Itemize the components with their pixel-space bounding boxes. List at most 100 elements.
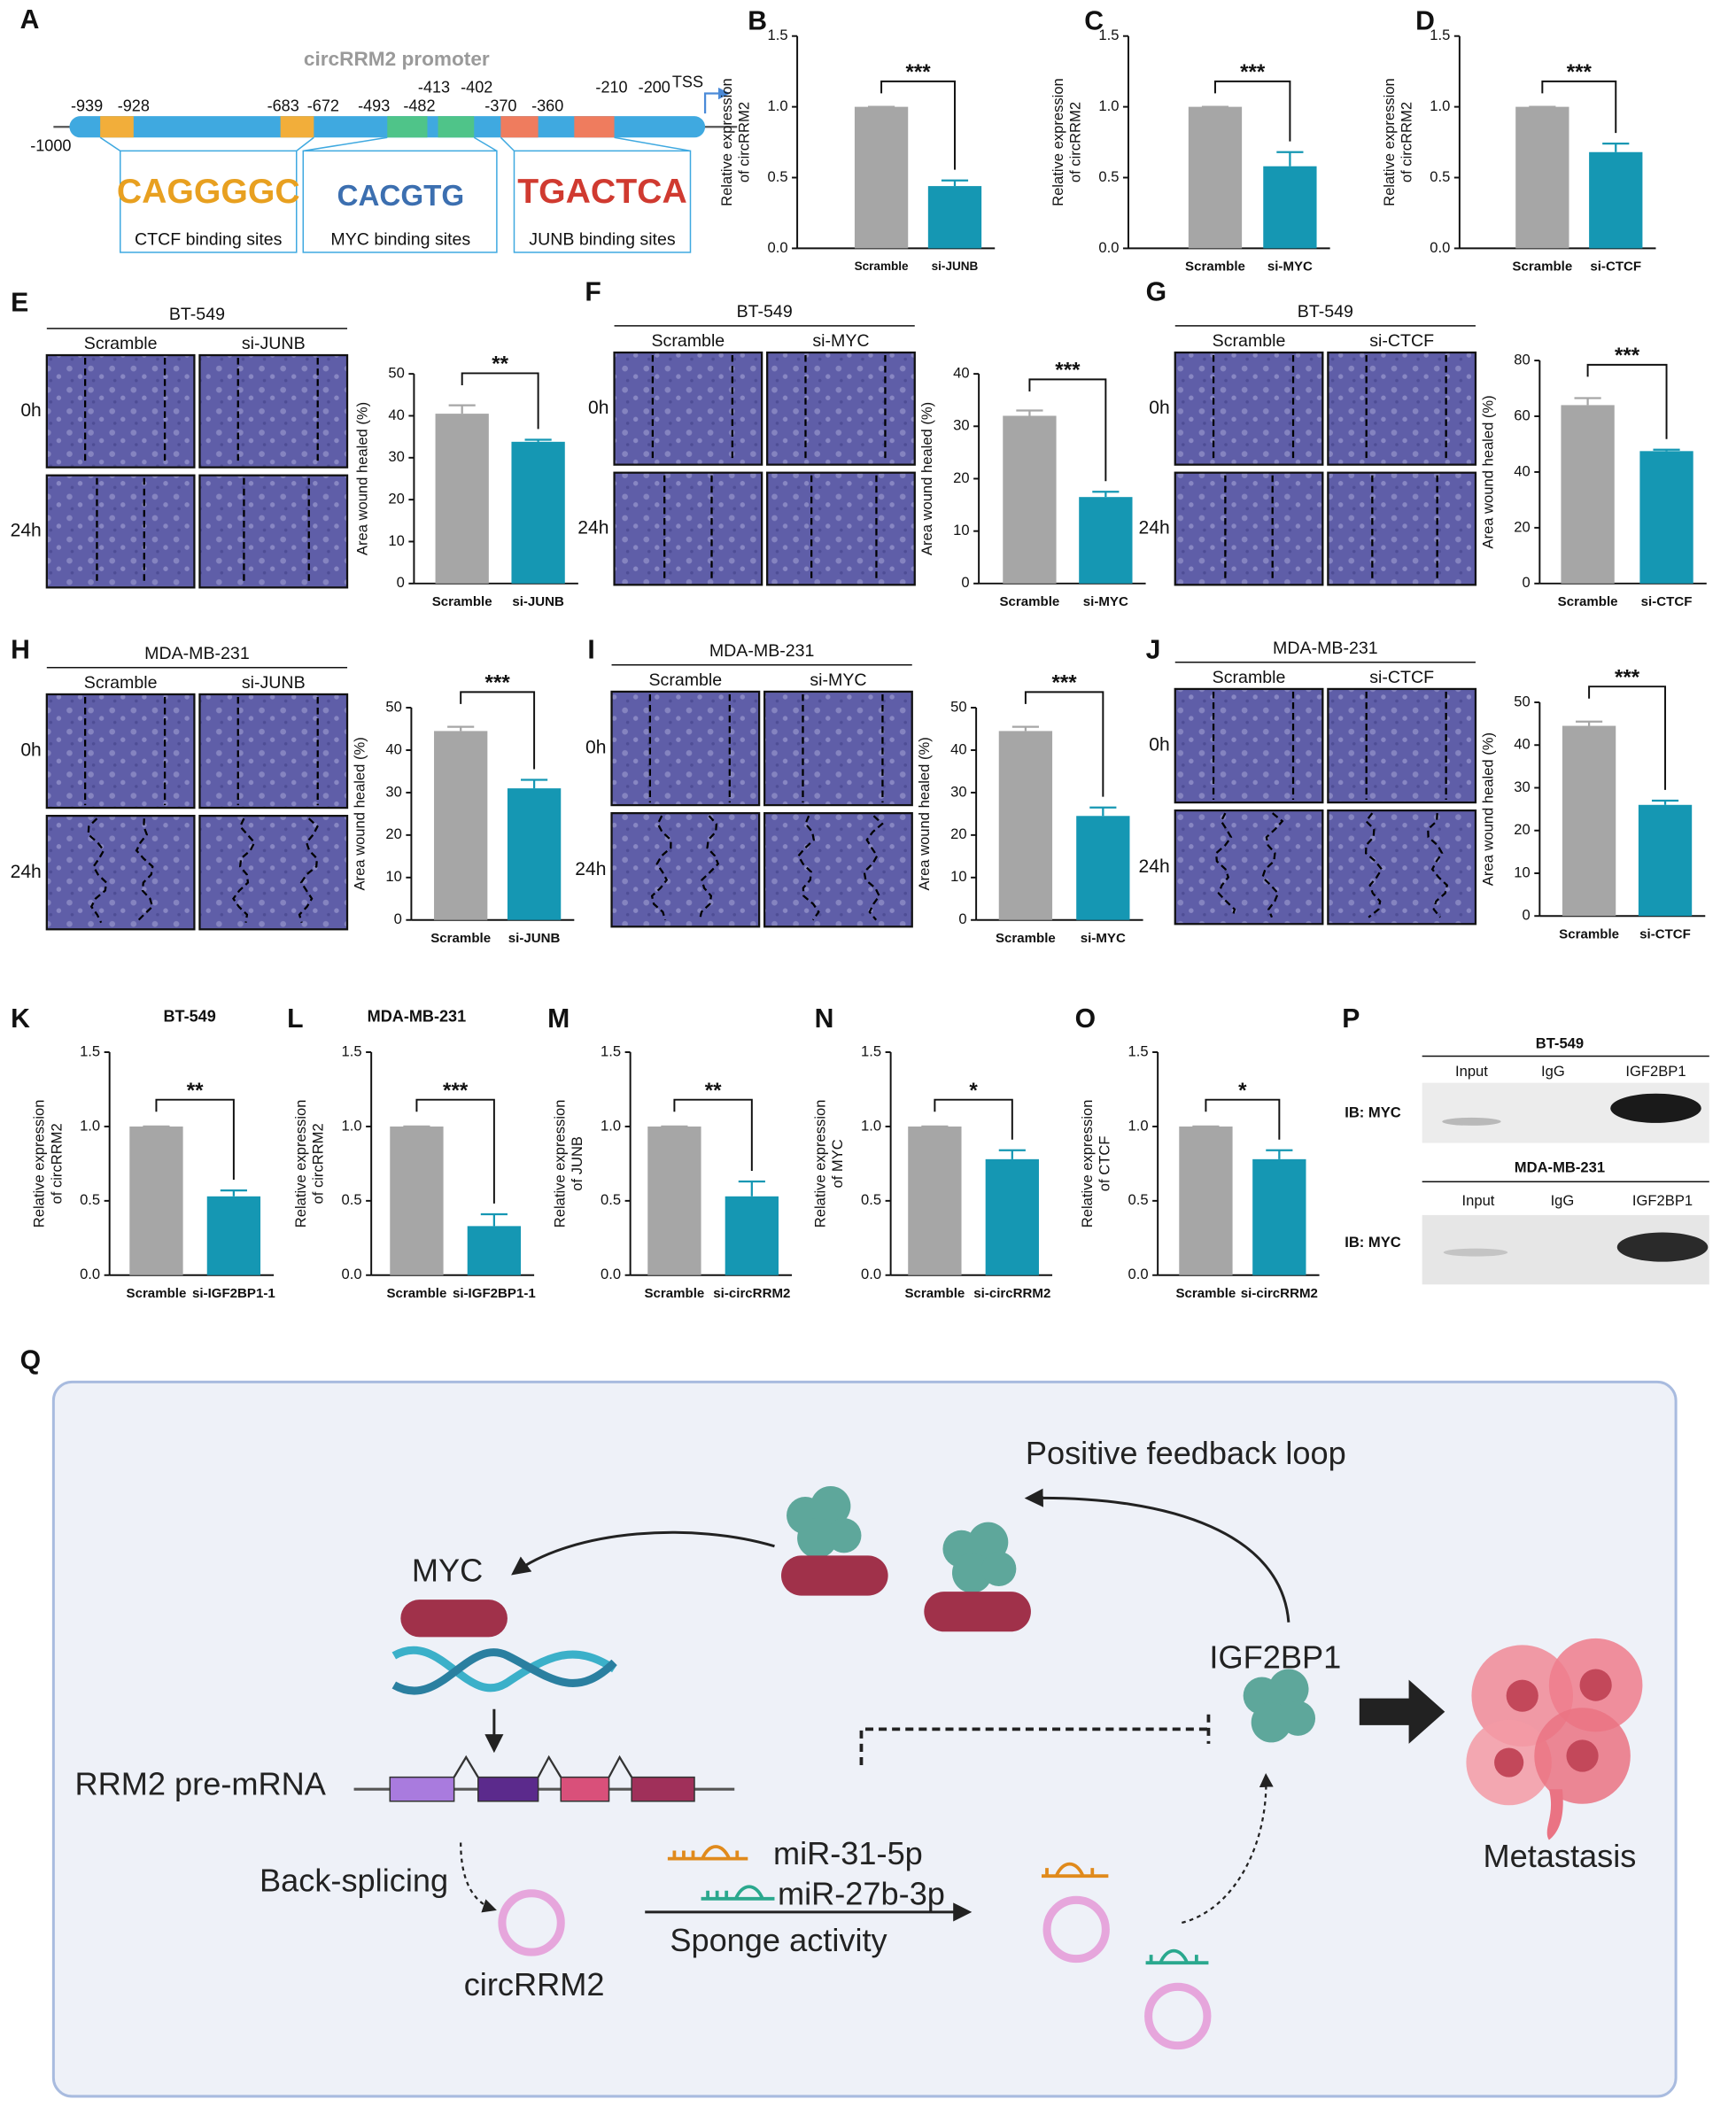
myc-protein (400, 1600, 508, 1638)
significance: *** (905, 60, 931, 84)
myc-label: MYC (412, 1553, 483, 1589)
y-tick-label: 40 (950, 740, 966, 757)
y-tick-label: 0 (397, 574, 405, 591)
connector (99, 136, 691, 152)
wound-edge (1364, 812, 1383, 918)
igf2bp1-label: IGF2BP1 (1209, 1639, 1341, 1676)
panel-letter: A (20, 5, 40, 35)
column-label: Scramble (648, 670, 722, 690)
error-bar (1089, 806, 1117, 817)
junb-site (500, 116, 539, 138)
y-tick-label: 1.5 (80, 1042, 100, 1059)
column-label: Scramble (1213, 331, 1286, 351)
wound-edge (298, 817, 319, 924)
significance-bracket (1541, 80, 1617, 134)
mirna-label: miR-31-5p (773, 1835, 923, 1871)
y-tick-label: 20 (388, 491, 404, 507)
y-tick-label: 1.5 (861, 1042, 881, 1059)
y-axis-label: of MYC (829, 1139, 846, 1188)
site-label: CTCF binding sites (135, 230, 283, 250)
tss-label: TSS (672, 73, 703, 90)
significance-bracket (934, 1098, 1013, 1140)
x-tick-label: si-IGF2BP1-1 (453, 1286, 536, 1301)
arrow (460, 1842, 497, 1913)
bar (1076, 816, 1130, 920)
micrograph (1174, 687, 1324, 804)
lane-label: IgG (1551, 1192, 1575, 1209)
x-tick-label: Scramble (127, 1286, 187, 1301)
myc-site (387, 116, 428, 138)
position-label: -402 (461, 78, 492, 96)
y-tick-label: 60 (1514, 407, 1530, 423)
band (1616, 1232, 1709, 1262)
wound-edge (1261, 812, 1284, 918)
y-tick-label: 40 (385, 740, 401, 757)
y-tick-label: 1.0 (1098, 97, 1119, 114)
position-label: -939 (71, 97, 103, 114)
micrograph (1327, 809, 1477, 926)
position-label: -672 (307, 97, 339, 114)
panel-letter: I (587, 636, 594, 665)
mirna (1145, 1948, 1209, 1965)
exon (389, 1776, 455, 1802)
bar (434, 731, 488, 920)
micrograph (198, 353, 349, 469)
error-bar (941, 179, 969, 187)
bar (1188, 106, 1243, 249)
micrograph (610, 690, 761, 807)
y-axis-label: Relative expression (552, 1100, 569, 1228)
significance-bracket (1586, 363, 1668, 439)
y-axis-label: Relative expression (718, 78, 735, 206)
arrow (511, 1530, 775, 1576)
significance-bracket (155, 1098, 235, 1181)
y-axis-label: of JUNB (569, 1136, 585, 1191)
y-axis-label: of circRRM2 (48, 1123, 65, 1204)
significance-bracket (880, 80, 956, 170)
y-tick-label: 50 (1514, 693, 1530, 709)
x-tick-label: Scramble (432, 594, 492, 609)
significance-bracket (1205, 1098, 1281, 1140)
sponge-label: Sponge activity (670, 1922, 887, 1958)
y-tick-label: 10 (953, 522, 969, 538)
y-axis-label: Relative expression (292, 1100, 309, 1228)
y-tick-label: 0.0 (767, 239, 787, 256)
x-tick-label: Scramble (855, 260, 909, 273)
x-tick-label: si-circRRM2 (1241, 1286, 1318, 1301)
y-tick-label: 0 (1523, 907, 1531, 924)
bar (998, 731, 1053, 920)
y-tick-label: 10 (388, 532, 404, 549)
junb-site (574, 116, 615, 138)
antibody: IB: MYC (1345, 1104, 1401, 1121)
x-tick-label: si-circRRM2 (713, 1286, 790, 1301)
error-bar (447, 725, 475, 732)
myc-protein (781, 1555, 888, 1596)
micrograph (45, 815, 196, 931)
micrograph (766, 471, 916, 586)
y-axis-label: Area wound healed (%) (916, 737, 933, 890)
micrograph (1327, 351, 1477, 466)
y-axis-label: Relative expression (1381, 78, 1398, 206)
column-label: Scramble (84, 334, 158, 353)
error-bar (220, 1189, 247, 1197)
y-tick-label: 0 (1523, 574, 1531, 591)
bar (985, 1158, 1039, 1275)
x-tick-label: si-CTCF (1590, 260, 1641, 275)
bar (725, 1196, 779, 1275)
y-tick-label: 40 (1514, 736, 1530, 753)
image-title: MDA-MB-231 (144, 644, 250, 663)
myc-logo: CACGTG (337, 180, 465, 213)
y-tick-label: 20 (950, 825, 966, 842)
y-tick-label: 50 (385, 698, 401, 715)
x-tick-label: Scramble (1185, 260, 1245, 275)
schematic-box (51, 1380, 1678, 2098)
row-label: 24h (577, 518, 608, 538)
micrograph (613, 351, 763, 466)
back-splicing-label: Back-splicing (260, 1862, 448, 1898)
y-tick-label: 0.0 (1098, 239, 1119, 256)
significance: *** (1615, 666, 1640, 690)
x-tick-label: Scramble (1512, 260, 1572, 275)
significance: ** (492, 352, 508, 376)
micrograph (766, 351, 916, 466)
position-label: -413 (418, 78, 450, 96)
